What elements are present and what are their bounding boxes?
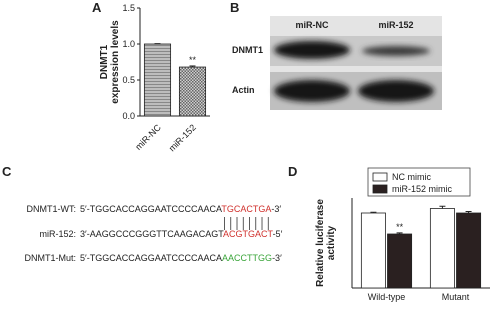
blot-band [274,41,350,59]
blot-band [358,80,434,102]
bar [429,208,455,289]
binding-site: ACGTGACT [223,229,274,239]
bar [387,233,413,289]
sequence-label: DNMT1-Mut: [25,253,77,263]
western-blot: miR-NC miR-152 DNMT1 Actin [232,16,442,110]
legend-swatch [372,172,388,182]
sequence-label: DNMT1-WT: [27,204,77,214]
bar [178,66,207,117]
sequence: 3′-AAGGCCCGGGTTCAAGACAGTACGTGACT-5′ [80,229,283,239]
bar [360,212,386,289]
sequence-part: 5′-TGGCACCAGGAATCCCCAACA [80,253,222,263]
blot-column-label: miR-152 [378,20,413,30]
bar [143,43,172,117]
significance: ** [189,55,197,65]
x-tick-label: Wild-type [368,292,406,302]
sequence-end: -3′ [272,253,282,263]
y-axis-label: expression levels [110,20,121,104]
y-tick-label: 1.0 [122,39,135,49]
sequence-end: -3′ [271,204,281,214]
sequence-alignment: DNMT1-WT: 5′-TGGCACCAGGAATCCCCAACATGCACTG… [25,204,283,263]
panel-label: A [92,0,102,15]
sequence-end: -5′ [273,229,283,239]
legend-swatch [372,184,388,194]
y-tick-label: 1.5 [122,3,135,13]
sequence: 5′-TGGCACCAGGAATCCCCAACATGCACTGA-3′ [80,204,281,214]
y-axis-label: DNMT1 [99,44,110,79]
x-tick-label: miR-152 [167,122,198,153]
legend-label: NC mimic [392,172,431,182]
legend-label: miR-152 mimic [392,184,453,194]
significance: ** [396,222,404,232]
panel-label: C [2,164,12,179]
sequence-part: 5′-TGGCACCAGGAATCCCCAACA [80,204,222,214]
blot-row-label: DNMT1 [232,45,263,55]
blot-band [274,80,350,102]
x-tick-label: Mutant [442,292,470,302]
blot-row-label: Actin [232,85,255,95]
panel-label: D [288,164,297,179]
sequence-part: 3′-AAGGCCCGGGTTCAAGACAGT [80,229,224,239]
bar [456,212,482,289]
blot-column-label: miR-NC [296,20,329,30]
y-tick-label: 0.5 [122,75,135,85]
sequence-label: miR-152: [39,229,76,239]
y-axis-label: Relative luciferase [315,199,326,287]
sequence: 5′-TGGCACCAGGAATCCCCAACAAACCTTGG-3′ [80,253,282,263]
y-axis-label: activity [326,225,337,260]
binding-site: AACCTTGG [222,253,272,263]
binding-site: TGCACTGA [221,204,271,214]
y-tick-label: 0.0 [122,111,135,121]
panel-label: B [230,0,239,15]
blot-band [362,46,430,56]
x-tick-label: miR-NC [133,122,163,152]
